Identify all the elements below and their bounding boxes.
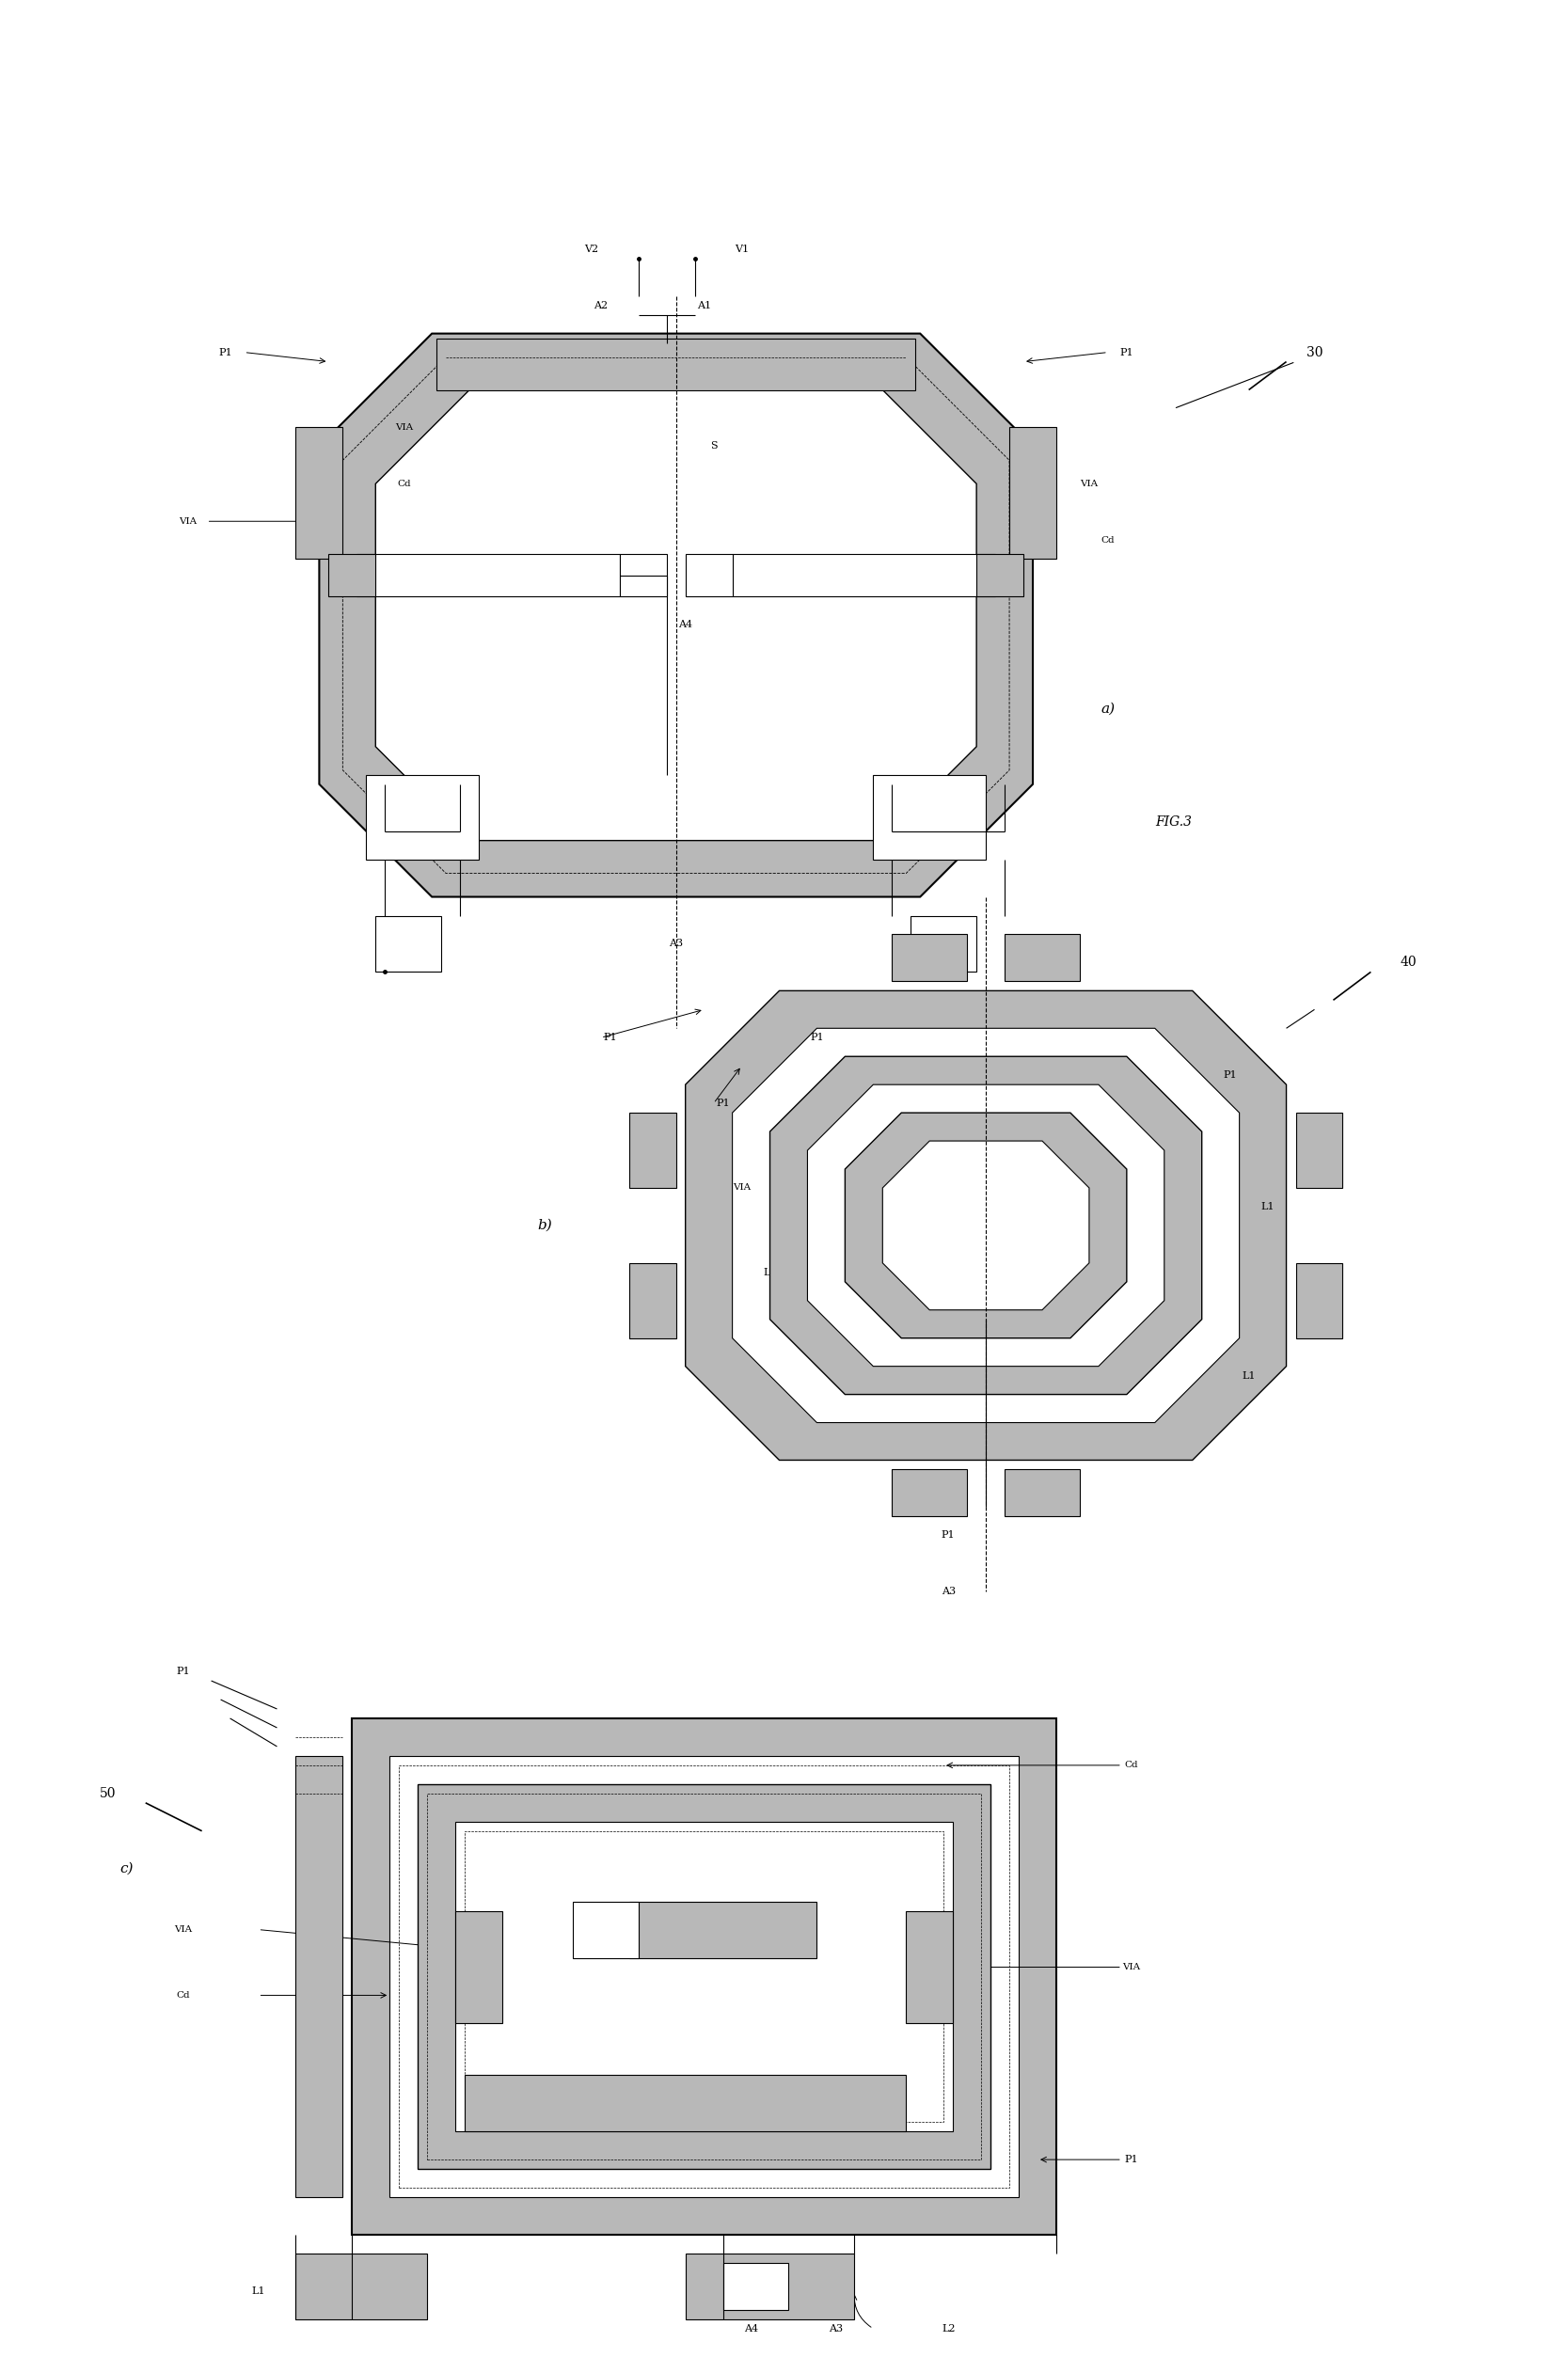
Text: V1: V1 [735,245,750,255]
Text: L2: L2 [481,554,495,563]
Text: P1: P1 [1223,1070,1237,1080]
Text: Cd: Cd [176,1992,190,1999]
Text: P1: P1 [717,1098,729,1108]
Text: c): c) [119,1862,133,1876]
Text: 40: 40 [1400,957,1416,969]
Text: A1: A1 [717,1916,731,1926]
Bar [619,554,666,596]
Text: 50: 50 [100,1787,116,1801]
Text: VIA: VIA [1080,478,1098,488]
Bar [436,337,916,389]
Bar [572,1902,638,1959]
Bar [296,2253,426,2319]
Bar [892,933,967,981]
Text: P1: P1 [1120,346,1134,356]
Bar [629,1902,817,1959]
Bar [455,1822,953,2131]
Bar [455,1912,502,2022]
Text: A3: A3 [828,2324,842,2333]
Text: P1: P1 [1124,2154,1138,2164]
Bar [629,1263,676,1339]
Bar [1005,1468,1080,1516]
Bar [417,1784,991,2168]
Text: L1: L1 [764,1268,776,1277]
Text: L1: L1 [406,799,420,808]
Bar [911,915,977,971]
Text: L2: L2 [941,2324,955,2333]
Text: VIA: VIA [1123,1963,1140,1970]
Text: Cd: Cd [1124,1761,1138,1770]
Text: A4: A4 [745,2324,759,2333]
Text: A3: A3 [670,938,684,948]
Bar [1010,427,1057,559]
Text: VIA: VIA [174,1926,193,1933]
Bar [1295,1113,1342,1188]
Bar [629,1113,676,1188]
Bar [296,1756,343,2197]
Bar [390,1756,1019,2197]
Bar [358,554,619,596]
Polygon shape [685,990,1286,1459]
Text: P1: P1 [218,346,232,356]
Text: A2: A2 [594,302,608,311]
Text: L1: L1 [1261,1202,1275,1211]
Text: VIA: VIA [732,1183,751,1193]
Text: P1: P1 [941,1530,955,1539]
Bar [892,1468,967,1516]
Bar [723,2263,789,2310]
Bar [732,554,996,596]
Bar [906,1912,953,2022]
Polygon shape [320,335,1033,898]
Bar [685,554,732,596]
Text: L1: L1 [1242,1372,1256,1381]
Bar [1005,933,1080,981]
Text: a): a) [1101,702,1115,717]
Bar [367,775,478,860]
Text: A2: A2 [604,1916,618,1926]
Text: A3: A3 [941,1586,955,1596]
Polygon shape [845,1113,1127,1339]
Text: V1: V1 [997,1296,1011,1306]
Polygon shape [883,1141,1090,1310]
Bar [353,1718,1057,2234]
Bar [329,554,376,596]
Text: S: S [1057,1146,1065,1155]
Text: A4: A4 [679,620,693,629]
Text: Cd: Cd [397,478,411,488]
Polygon shape [376,389,977,841]
Bar [464,2074,906,2131]
Polygon shape [808,1084,1165,1367]
Text: A1: A1 [903,1343,917,1353]
Text: L2: L2 [820,554,833,563]
Text: VIA: VIA [179,516,196,526]
Bar [873,775,986,860]
Bar [464,1831,944,2121]
Text: b): b) [538,1219,552,1233]
Bar [685,2253,855,2319]
Bar [398,1765,1010,2187]
Text: 30: 30 [1306,346,1323,358]
Bar [426,1794,982,2159]
Text: A1: A1 [698,302,712,311]
Bar [376,915,441,971]
Polygon shape [770,1056,1201,1395]
Text: FIG.3: FIG.3 [1156,816,1192,827]
Text: L1: L1 [931,799,946,808]
Text: VIA: VIA [1118,1211,1135,1221]
Polygon shape [732,1028,1239,1424]
Text: L1: L1 [251,2286,265,2296]
Bar [977,554,1024,596]
Text: P1: P1 [604,1032,618,1042]
Bar [1295,1263,1342,1339]
Text: S: S [710,441,717,450]
Bar [296,427,343,559]
Text: P1: P1 [176,1666,190,1676]
Text: VIA: VIA [395,424,412,431]
Text: Cd: Cd [1101,535,1115,544]
Text: V2: V2 [585,245,599,255]
Text: P1: P1 [811,1032,823,1042]
